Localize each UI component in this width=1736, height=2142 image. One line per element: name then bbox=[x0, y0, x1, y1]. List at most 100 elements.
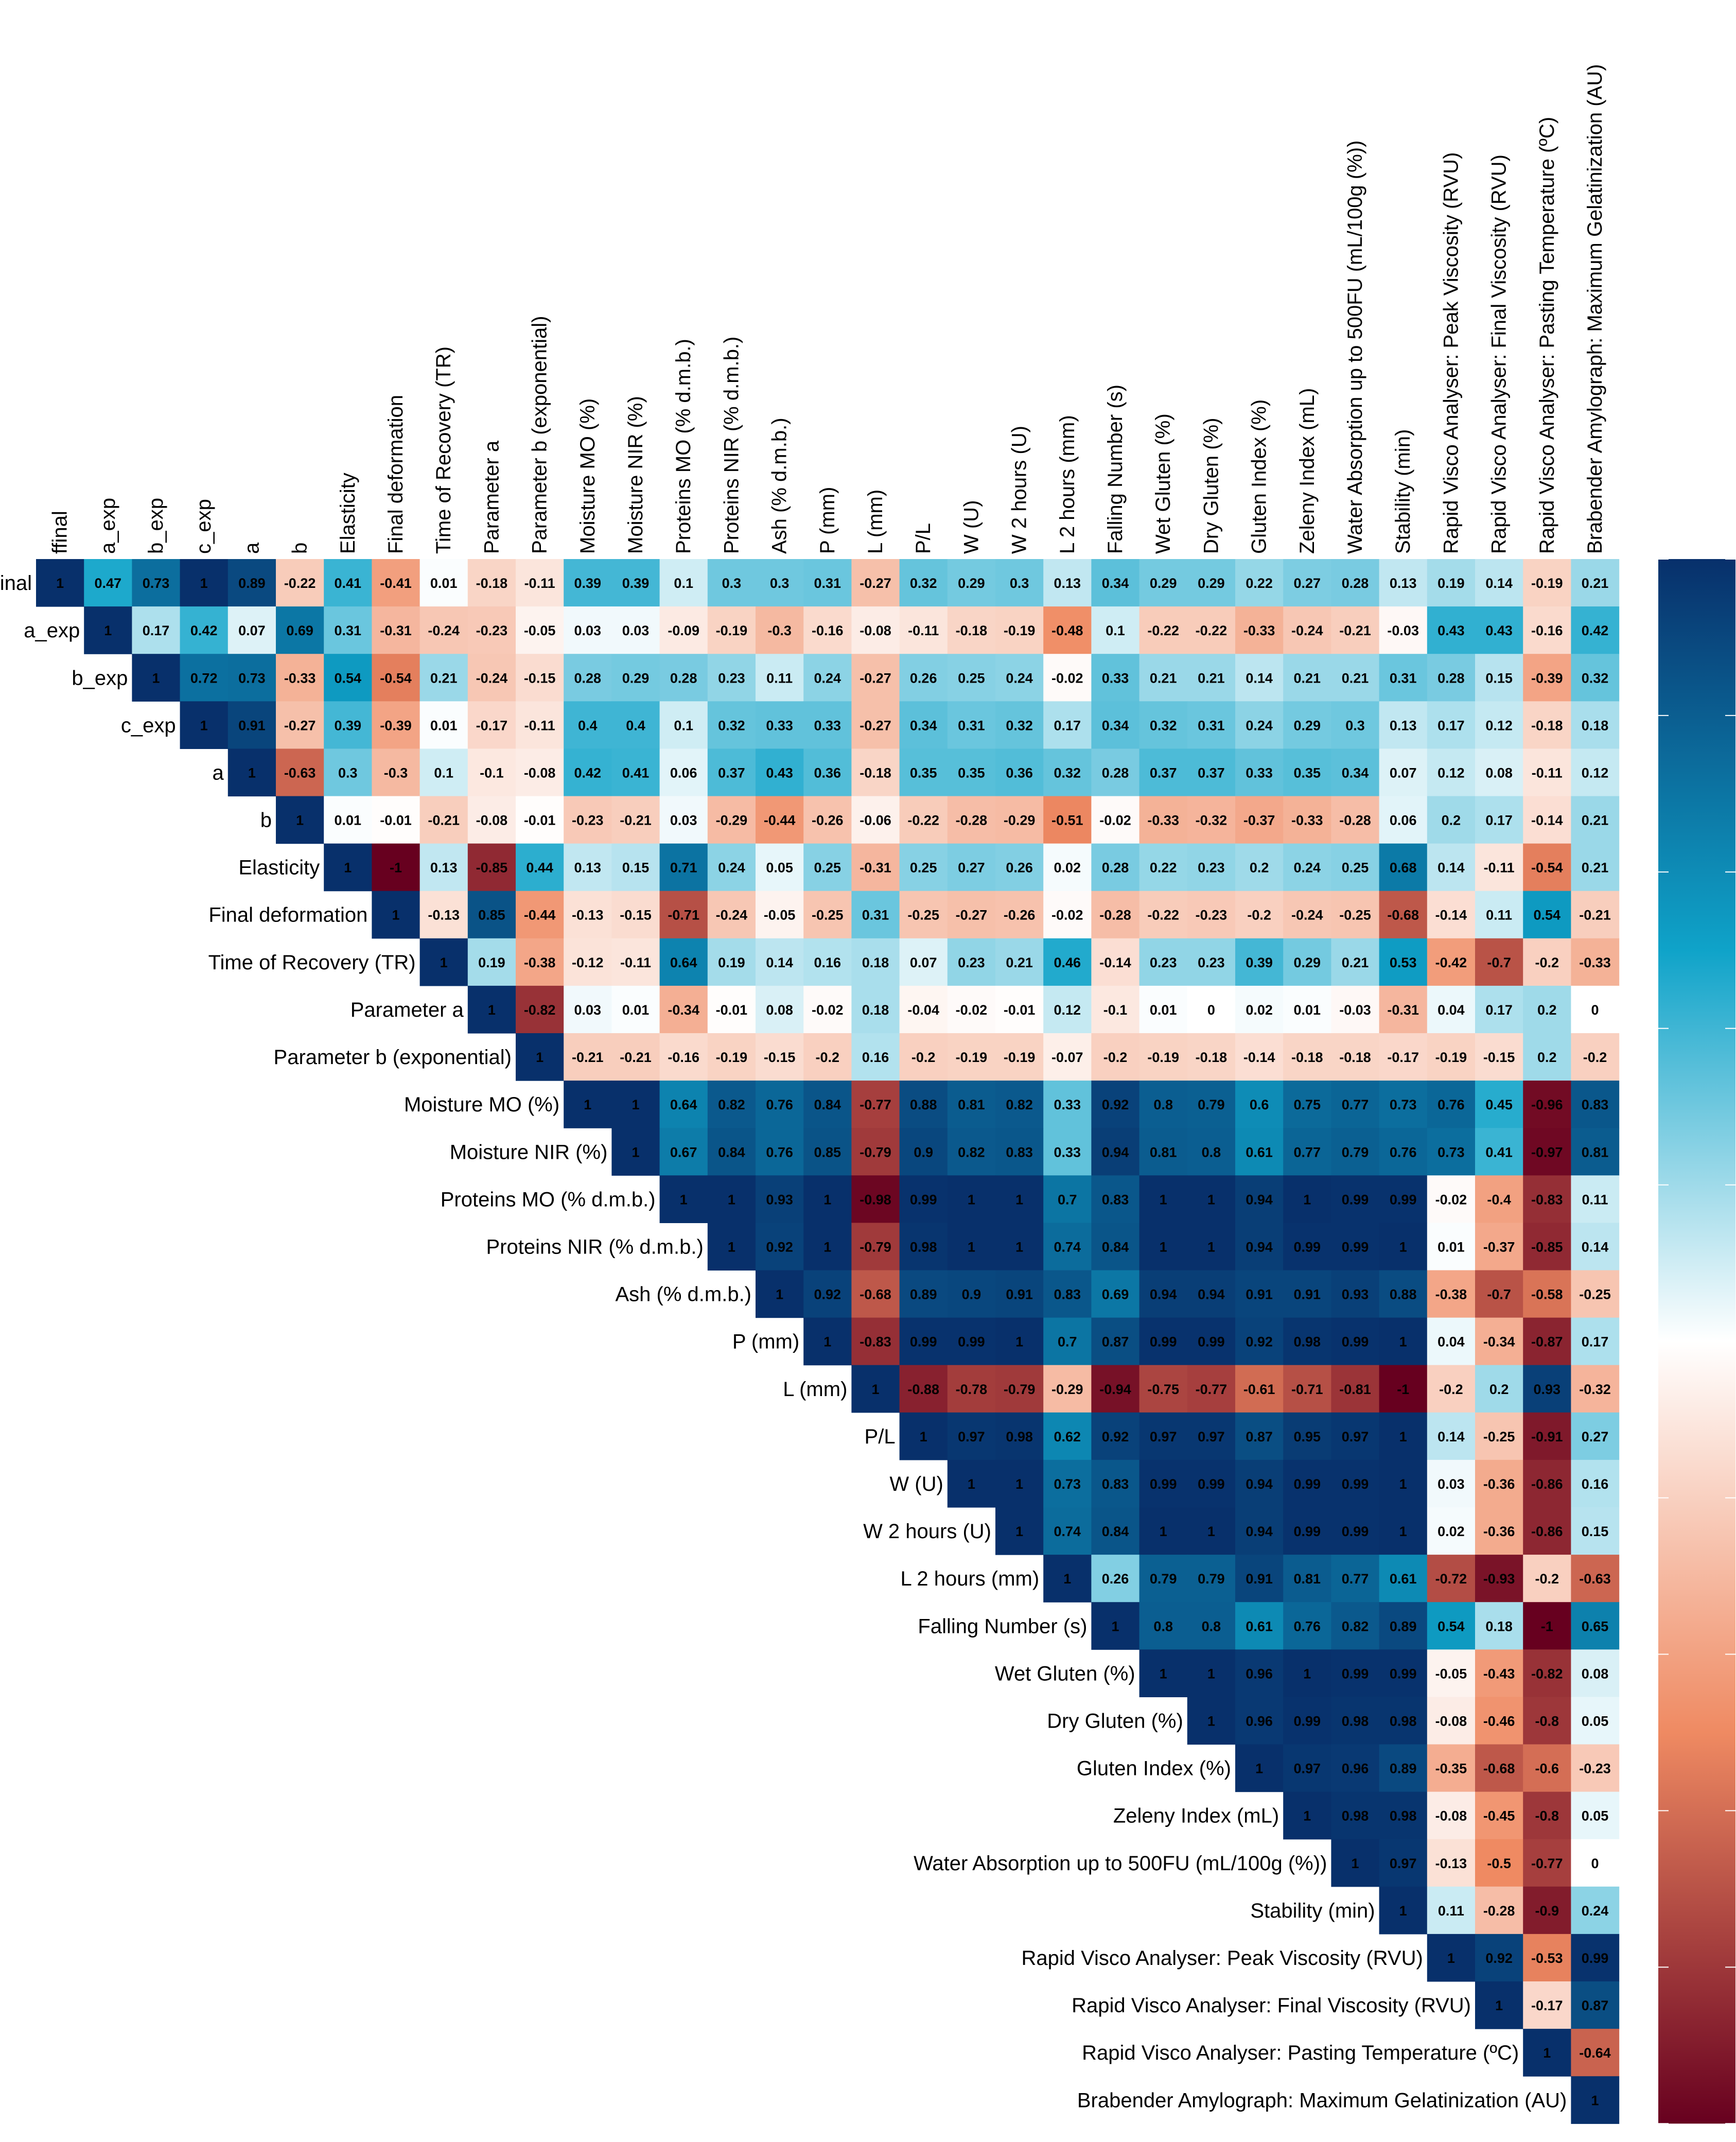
heatmap-cell-r11-c30 bbox=[1475, 1081, 1523, 1128]
heatmap-cell-r1-c21 bbox=[1043, 606, 1092, 654]
cell-value-label: 0.53 bbox=[1390, 955, 1417, 970]
heatmap-cell-r6-c11 bbox=[564, 843, 612, 892]
cell-value-label: -0.25 bbox=[907, 908, 939, 923]
heatmap-cell-r24-c29 bbox=[1427, 1697, 1476, 1745]
cell-value-label: 1 bbox=[1015, 1192, 1023, 1207]
cell-value-label: 0.28 bbox=[574, 670, 602, 686]
heatmap-cell-r9-c12 bbox=[611, 985, 660, 1034]
heatmap-cell-r17-c21 bbox=[1043, 1365, 1092, 1413]
cell-value-label: 0.82 bbox=[1342, 1618, 1369, 1634]
heatmap-cell-r12-c27 bbox=[1331, 1128, 1380, 1176]
heatmap-cell-r12-c21 bbox=[1043, 1128, 1092, 1176]
cell-value-label: -0.2 bbox=[1103, 1050, 1128, 1065]
cell-value-label: -0.46 bbox=[1483, 1713, 1515, 1729]
cell-value-label: -0.42 bbox=[1435, 955, 1467, 970]
cell-value-label: -0.23 bbox=[1196, 908, 1228, 923]
column-label-p-mm: P (mm) bbox=[816, 487, 839, 554]
cell-value-label: 0.97 bbox=[1390, 1856, 1417, 1871]
heatmap-cell-r7-c13 bbox=[659, 891, 708, 939]
cell-value-label: 0.64 bbox=[670, 955, 697, 970]
cell-value-label: 0.98 bbox=[1006, 1429, 1033, 1444]
row-label-p-mm: P (mm) bbox=[732, 1331, 799, 1353]
heatmap-cell-r5-c17 bbox=[851, 796, 900, 844]
row-label-parameter-a: Parameter a bbox=[350, 999, 464, 1021]
cell-value-label: -0.88 bbox=[907, 1382, 939, 1397]
heatmap-cell-r20-c21 bbox=[1043, 1507, 1092, 1555]
heatmap-cell-r2-c29 bbox=[1427, 654, 1476, 702]
heatmap-cell-r2-c27 bbox=[1331, 654, 1380, 702]
cell-value-label: 0.94 bbox=[1246, 1476, 1273, 1492]
heatmap-cell-r1-c19 bbox=[947, 606, 996, 654]
cell-value-label: 0.94 bbox=[1150, 1287, 1177, 1302]
cell-value-label: 0.82 bbox=[718, 1097, 745, 1112]
cell-value-label: 0.02 bbox=[1054, 860, 1081, 876]
heatmap-cell-r30-c31 bbox=[1523, 1981, 1571, 2029]
heatmap-cell-r30-c30 bbox=[1475, 1981, 1523, 2029]
heatmap-cell-r2-c11 bbox=[564, 654, 612, 702]
cell-value-label: 0.01 bbox=[335, 813, 362, 828]
cell-value-label: 0.2 bbox=[1537, 1050, 1557, 1065]
heatmap-cell-r15-c26 bbox=[1283, 1270, 1331, 1318]
heatmap-cell-r31-c31 bbox=[1523, 2029, 1571, 2077]
cell-value-label: 0.88 bbox=[1390, 1287, 1417, 1302]
cell-value-label: 0.29 bbox=[1294, 955, 1321, 970]
cell-value-label: 0.11 bbox=[766, 670, 793, 686]
heatmap-cell-r19-c21 bbox=[1043, 1459, 1092, 1508]
heatmap-cell-r15-c25 bbox=[1235, 1270, 1284, 1318]
cell-value-label: 0.13 bbox=[1390, 718, 1417, 733]
cell-value-label: -0.27 bbox=[860, 670, 891, 686]
heatmap-cell-r14-c17 bbox=[851, 1223, 900, 1271]
cell-value-label: 0.26 bbox=[1006, 860, 1033, 876]
cell-value-label: 0.29 bbox=[1150, 576, 1177, 591]
heatmap-cell-r16-c18 bbox=[899, 1317, 948, 1366]
heatmap-cell-r24-c27 bbox=[1331, 1697, 1380, 1745]
cell-value-label: -0.18 bbox=[476, 576, 508, 591]
heatmap-cell-r6-c16 bbox=[803, 843, 852, 892]
heatmap-cell-r1-c23 bbox=[1139, 606, 1188, 654]
cell-value-label: 0.97 bbox=[1342, 1429, 1369, 1444]
heatmap-cell-r12-c30 bbox=[1475, 1128, 1523, 1176]
heatmap-cell-r2-c25 bbox=[1235, 654, 1284, 702]
heatmap-cell-r25-c28 bbox=[1379, 1744, 1428, 1792]
heatmap-cell-r18-c19 bbox=[947, 1412, 996, 1460]
cell-value-label: -0.24 bbox=[428, 623, 460, 638]
heatmap-cell-r15-c29 bbox=[1427, 1270, 1476, 1318]
heatmap-cell-r8-c12 bbox=[611, 938, 660, 986]
heatmap-cell-r14-c29 bbox=[1427, 1223, 1476, 1271]
row-label-dry-gluten: Dry Gluten (%) bbox=[1047, 1710, 1183, 1732]
heatmap-cell-r18-c32 bbox=[1571, 1412, 1620, 1460]
cell-value-label: 0.29 bbox=[1198, 576, 1225, 591]
cell-value-label: 0.13 bbox=[574, 860, 602, 876]
cell-value-label: 0.2 bbox=[1537, 1002, 1557, 1018]
cell-value-label: -0.38 bbox=[1435, 1287, 1467, 1302]
cell-value-label: 0.08 bbox=[1485, 765, 1513, 781]
cell-value-label: 0.17 bbox=[1437, 718, 1465, 733]
cell-value-label: 0.93 bbox=[766, 1192, 793, 1207]
cell-value-label: 0.11 bbox=[1486, 908, 1512, 923]
cell-value-label: -0.02 bbox=[956, 1002, 988, 1018]
heatmap-cell-r12-c23 bbox=[1139, 1128, 1188, 1176]
cell-value-label: -0.2 bbox=[1535, 1571, 1559, 1587]
cell-value-label: 0.33 bbox=[814, 718, 841, 733]
heatmap-cell-r10-c12 bbox=[611, 1033, 660, 1081]
cell-value-label: -0.16 bbox=[812, 623, 844, 638]
heatmap-cell-r14-c25 bbox=[1235, 1223, 1284, 1271]
cell-value-label: -0.05 bbox=[764, 908, 796, 923]
cell-value-label: 0.99 bbox=[1342, 1476, 1369, 1492]
heatmap-cell-r27-c28 bbox=[1379, 1839, 1428, 1887]
heatmap-cell-r2-c15 bbox=[756, 654, 804, 702]
heatmap-cell-r0-c8 bbox=[419, 559, 468, 607]
column-label-zeleny-index-ml: Zeleny Index (mL) bbox=[1296, 388, 1319, 554]
cell-value-label: 1 bbox=[1495, 1998, 1503, 2013]
heatmap-cell-r20-c28 bbox=[1379, 1507, 1428, 1555]
cell-value-label: 1 bbox=[823, 1239, 831, 1255]
heatmap-cell-r10-c32 bbox=[1571, 1033, 1620, 1081]
heatmap-cell-r4-c12 bbox=[611, 748, 660, 797]
heatmap-cell-r23-c26 bbox=[1283, 1649, 1331, 1697]
heatmap-cell-r14-c24 bbox=[1187, 1223, 1236, 1271]
cell-value-label: 1 bbox=[632, 1097, 639, 1112]
row-label-rapid-visco-analyser-peak-viscosity-rvu: Rapid Visco Analyser: Peak Viscosity (RV… bbox=[1021, 1947, 1423, 1970]
cell-value-label: -0.4 bbox=[1487, 1192, 1511, 1207]
